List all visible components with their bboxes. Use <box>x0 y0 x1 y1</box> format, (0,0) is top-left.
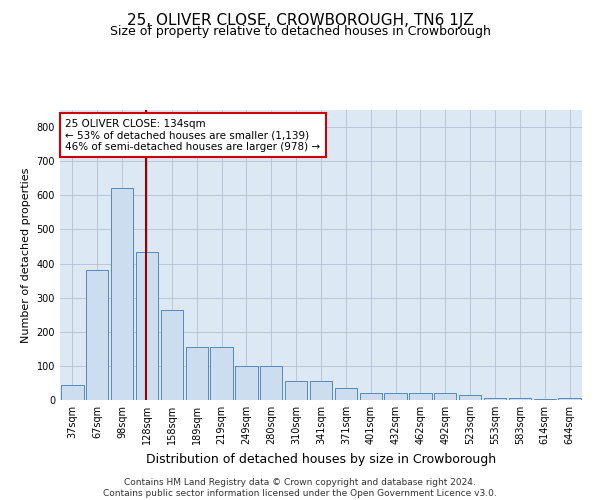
Bar <box>86 270 109 400</box>
Bar <box>260 366 283 400</box>
Bar <box>185 347 208 400</box>
Bar <box>211 347 233 400</box>
Bar <box>61 384 83 400</box>
Text: 25, OLIVER CLOSE, CROWBOROUGH, TN6 1JZ: 25, OLIVER CLOSE, CROWBOROUGH, TN6 1JZ <box>127 12 473 28</box>
Y-axis label: Number of detached properties: Number of detached properties <box>21 168 31 342</box>
Bar <box>310 381 332 400</box>
Bar <box>111 188 133 400</box>
Text: Size of property relative to detached houses in Crowborough: Size of property relative to detached ho… <box>110 25 490 38</box>
Bar <box>559 398 581 400</box>
Bar <box>161 310 183 400</box>
Bar <box>385 393 407 400</box>
Bar <box>509 398 531 400</box>
Bar <box>285 381 307 400</box>
Bar <box>434 393 457 400</box>
Text: Contains HM Land Registry data © Crown copyright and database right 2024.
Contai: Contains HM Land Registry data © Crown c… <box>103 478 497 498</box>
X-axis label: Distribution of detached houses by size in Crowborough: Distribution of detached houses by size … <box>146 452 496 466</box>
Bar <box>459 395 481 400</box>
Bar <box>359 393 382 400</box>
Bar <box>235 366 257 400</box>
Text: 25 OLIVER CLOSE: 134sqm
← 53% of detached houses are smaller (1,139)
46% of semi: 25 OLIVER CLOSE: 134sqm ← 53% of detache… <box>65 118 320 152</box>
Bar <box>409 393 431 400</box>
Bar <box>484 398 506 400</box>
Bar <box>136 252 158 400</box>
Bar <box>335 388 357 400</box>
